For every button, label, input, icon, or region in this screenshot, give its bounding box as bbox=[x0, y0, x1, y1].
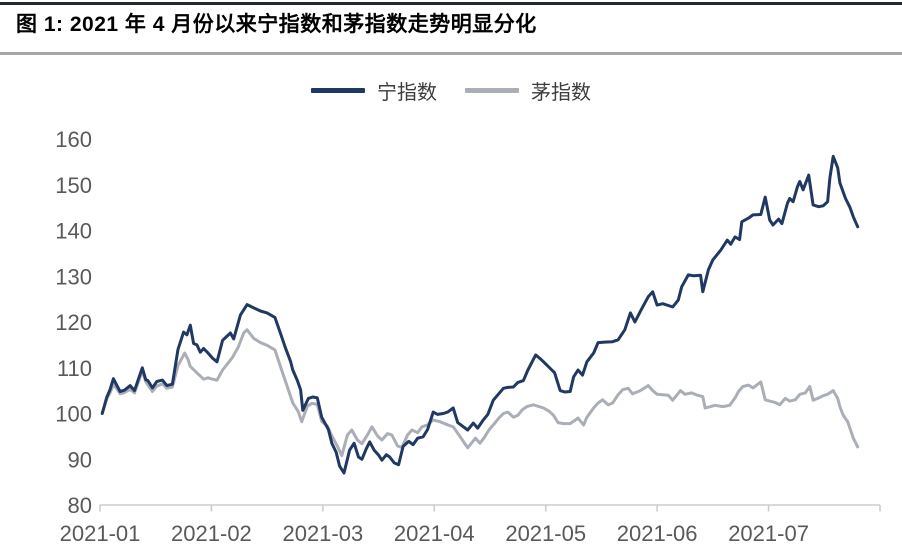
x-axis bbox=[99, 504, 881, 512]
series-layer bbox=[100, 154, 860, 475]
y-axis-tick-label: 100 bbox=[55, 402, 92, 427]
mao-index-line-swatch bbox=[465, 88, 519, 93]
x-axis-tick-label: 2021-02 bbox=[171, 521, 252, 546]
legend-label-mao-index: 茅指数 bbox=[531, 82, 591, 104]
ning-index-line-swatch bbox=[311, 88, 365, 93]
x-axis-tick-label: 2021-03 bbox=[282, 521, 363, 546]
y-axis-tick-label: 140 bbox=[55, 219, 92, 244]
y-axis-tick-label: 130 bbox=[55, 264, 92, 289]
legend-label-ning-index: 宁指数 bbox=[377, 82, 437, 104]
top-border-rule bbox=[0, 2, 902, 5]
x-axis-tick-label: 2021-01 bbox=[60, 521, 141, 546]
y-axis-tick-label: 90 bbox=[68, 447, 92, 472]
chart-legend: 宁指数 茅指数 bbox=[0, 76, 902, 105]
y-axis-tick-label: 110 bbox=[57, 356, 92, 381]
ning-index-line bbox=[100, 154, 860, 475]
title-separator-rule bbox=[0, 52, 902, 55]
y-axis-tick-label: 80 bbox=[68, 493, 92, 518]
legend-item-ning-index: 宁指数 bbox=[311, 76, 437, 105]
x-axis-tick-label: 2021-04 bbox=[394, 521, 475, 546]
y-axis-tick-label: 160 bbox=[55, 127, 92, 152]
legend-item-mao-index: 茅指数 bbox=[465, 76, 591, 105]
axis-labels: 2021-01 2021-02 2021-03 2021-04 2021-05 2021-… bbox=[55, 127, 809, 546]
mao-index-line bbox=[100, 328, 860, 458]
x-axis-tick-label: 2021-05 bbox=[505, 521, 586, 546]
y-axis-tick-label: 120 bbox=[55, 310, 92, 335]
x-axis-tick-label: 2021-07 bbox=[728, 521, 809, 546]
x-axis-tick-label: 2021-06 bbox=[617, 521, 698, 546]
figure-title: 图 1: 2021 年 4 月份以来宁指数和茅指数走势明显分化 bbox=[16, 13, 537, 36]
y-axis-tick-label: 150 bbox=[55, 173, 92, 198]
